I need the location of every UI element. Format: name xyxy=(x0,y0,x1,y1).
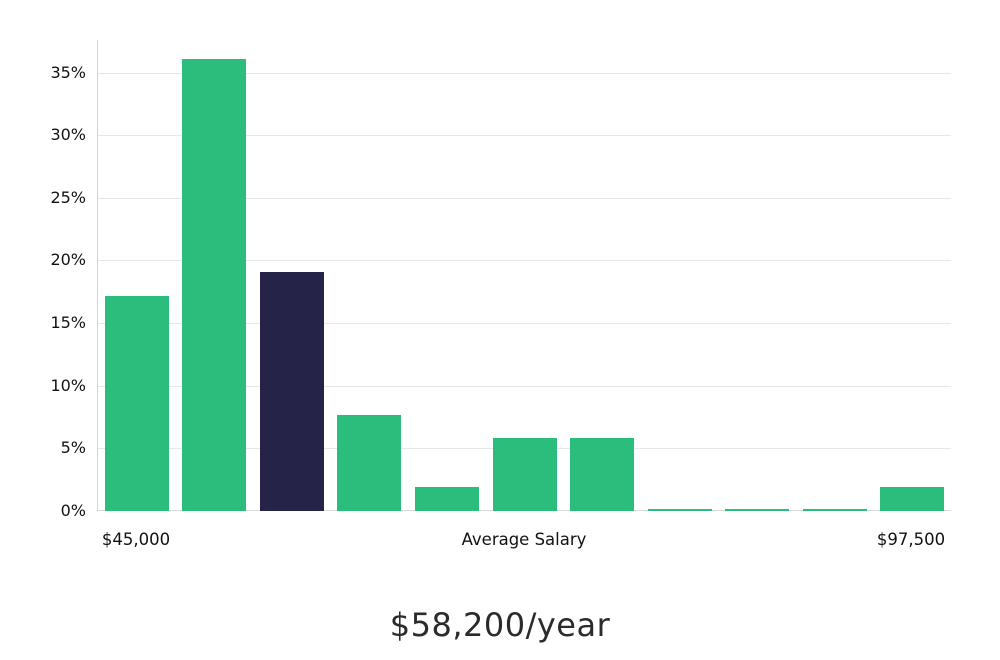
bar-3[interactable] xyxy=(337,415,401,511)
bar-8[interactable] xyxy=(725,509,789,511)
average-salary-caption: $58,200/year xyxy=(389,606,611,644)
bar-6[interactable] xyxy=(570,438,634,511)
gridline xyxy=(98,323,951,324)
y-tick-label: 10% xyxy=(50,376,86,395)
y-tick-label: 15% xyxy=(50,313,86,332)
gridline xyxy=(98,135,951,136)
bar-2-highlight[interactable] xyxy=(260,272,324,511)
gridline xyxy=(98,198,951,199)
x-label-center: Average Salary xyxy=(461,530,587,549)
bar-4[interactable] xyxy=(415,487,479,511)
bar-1[interactable] xyxy=(182,59,246,511)
bar-0[interactable] xyxy=(105,296,169,511)
y-tick-label: 0% xyxy=(60,501,86,520)
gridline xyxy=(98,260,951,261)
y-tick-label: 30% xyxy=(50,125,86,144)
x-label-min: $45,000 xyxy=(101,530,171,549)
bar-7[interactable] xyxy=(648,509,712,511)
bar-9[interactable] xyxy=(803,509,867,511)
y-tick-label: 20% xyxy=(50,250,86,269)
bar-5[interactable] xyxy=(493,438,557,511)
y-tick-label: 5% xyxy=(60,438,86,457)
gridline xyxy=(98,73,951,74)
bar-10[interactable] xyxy=(880,487,944,511)
y-tick-label: 25% xyxy=(50,188,86,207)
x-label-max: $97,500 xyxy=(876,530,946,549)
gridline xyxy=(98,386,951,387)
y-tick-label: 35% xyxy=(50,63,86,82)
plot-area xyxy=(97,40,951,511)
